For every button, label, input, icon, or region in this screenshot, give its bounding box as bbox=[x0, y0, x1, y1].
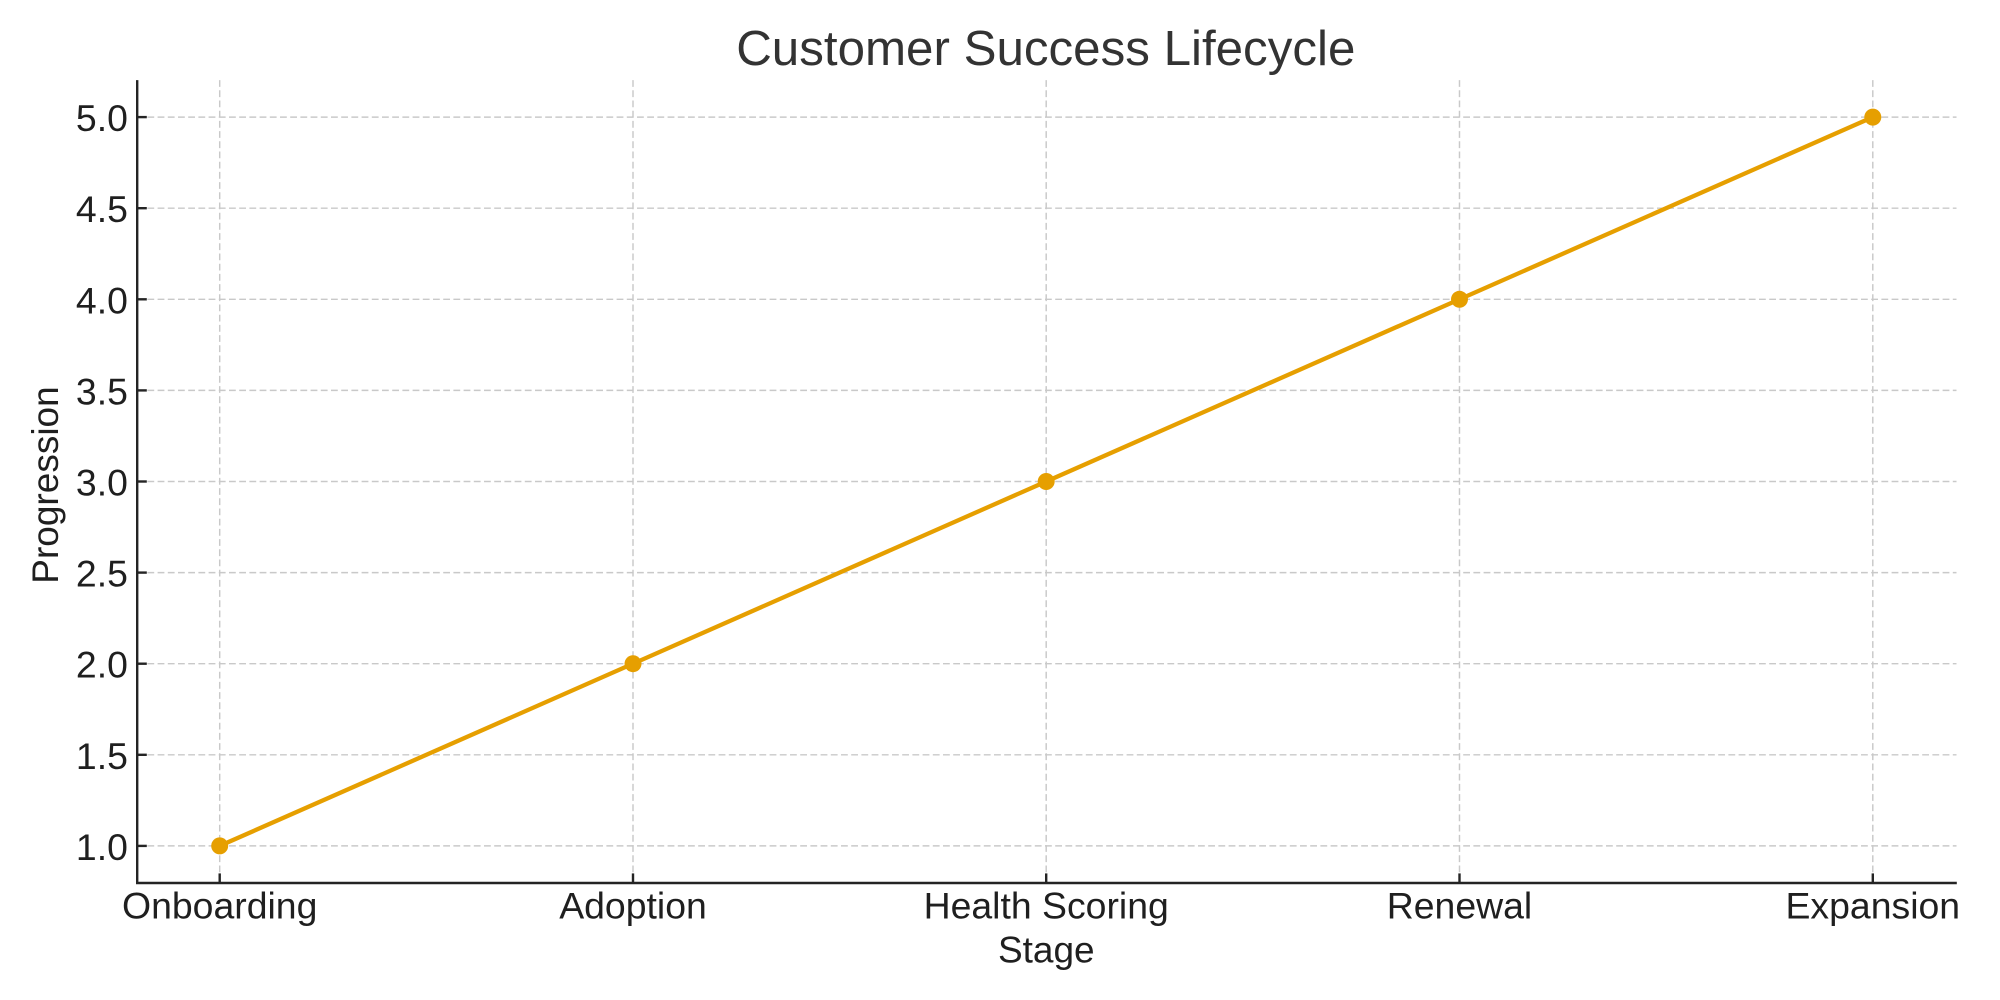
svg-text:Adoption: Adoption bbox=[559, 885, 707, 927]
svg-text:2.5: 2.5 bbox=[76, 553, 128, 595]
svg-text:1.5: 1.5 bbox=[76, 735, 128, 777]
svg-text:Customer Success Lifecycle: Customer Success Lifecycle bbox=[736, 21, 1355, 76]
svg-text:Stage: Stage bbox=[998, 929, 1095, 970]
svg-text:Health Scoring: Health Scoring bbox=[924, 885, 1169, 927]
svg-text:Progression: Progression bbox=[25, 386, 66, 583]
svg-text:4.5: 4.5 bbox=[76, 188, 128, 230]
svg-text:3.5: 3.5 bbox=[76, 370, 128, 412]
svg-text:Onboarding: Onboarding bbox=[122, 885, 317, 927]
svg-text:Renewal: Renewal bbox=[1387, 885, 1533, 927]
svg-text:Expansion: Expansion bbox=[1785, 885, 1960, 927]
svg-text:1.0: 1.0 bbox=[76, 826, 128, 868]
svg-text:3.0: 3.0 bbox=[76, 462, 128, 504]
svg-text:4.0: 4.0 bbox=[76, 279, 128, 321]
svg-text:5.0: 5.0 bbox=[76, 97, 128, 139]
svg-text:2.0: 2.0 bbox=[76, 644, 128, 686]
